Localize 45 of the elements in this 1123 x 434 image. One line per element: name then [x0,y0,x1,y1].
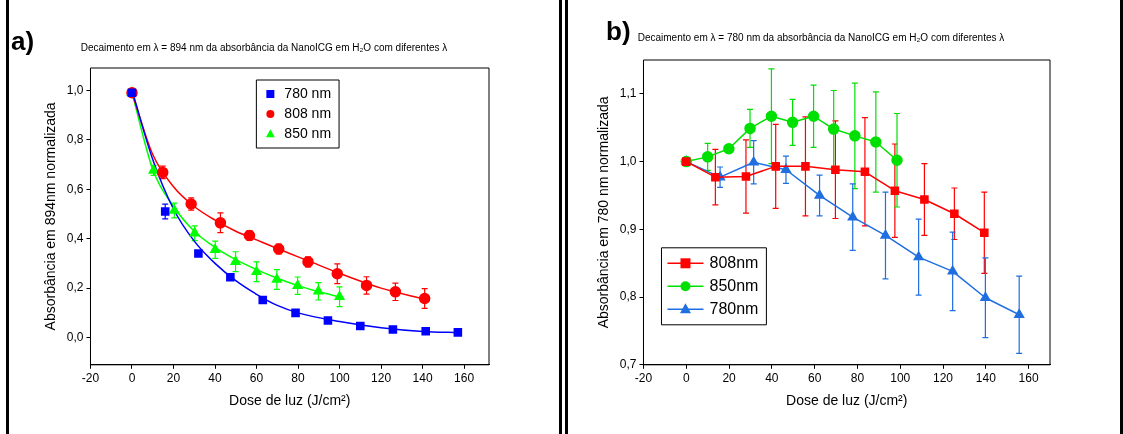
chart-title: Decaimento em λ = 780 nm da absorbância da NanoICG em H₂O com diferentes λ [637,31,1005,43]
legend-label: 850nm [709,276,759,294]
x-tick-label: 80 [291,371,306,386]
y-tick-label: 0,9 [619,221,637,236]
x-tick-label: 120 [371,371,392,386]
x-axis-title: Dose de luz (J/cm²) [786,392,908,409]
y-tick-label: 0,0 [66,329,84,344]
y-tick-label: 0,7 [619,357,637,372]
y-tick-label: 0,8 [619,289,637,304]
x-tick-label: 20 [722,371,737,386]
y-axis-title: Absorbância em 894nm normalizada [42,102,59,331]
legend-label: 808nm [709,253,759,271]
x-tick-label: 100 [890,371,911,386]
y-tick-label: 1,0 [619,153,637,168]
x-tick-label: 120 [933,371,954,386]
x-tick-label: 20 [166,371,181,386]
x-tick-label: 140 [975,371,997,386]
x-tick-label: 140 [412,371,433,386]
x-tick-label: 160 [1018,371,1039,386]
x-tick-label: 60 [249,371,264,386]
text: a) [11,26,35,57]
chart-title: Decaimento em λ = 894 nm da absorbância da NanoICG em H₂O com diferentes λ [80,41,448,53]
x-tick-label: 0 [128,371,136,386]
x-tick-label: 40 [765,371,779,386]
x-tick-label: 0 [682,371,690,386]
y-tick-label: 1,1 [619,86,637,101]
legend-label: 780nm [709,299,759,317]
x-tick-label: -20 [81,371,100,386]
x-tick-label: 80 [850,371,865,386]
legend-label: 780 nm [284,84,332,101]
x-tick-label: 40 [208,371,223,386]
y-tick-label: 1,0 [66,82,84,97]
x-axis-title: Dose de luz (J/cm²) [229,392,351,409]
x-tick-label: 160 [454,371,475,386]
y-tick-label: 0,4 [66,230,84,245]
x-tick-label: 100 [329,371,350,386]
text: b) [606,16,631,47]
x-tick-label: 60 [807,371,822,386]
y-tick-label: 0,2 [66,280,84,295]
y-axis-title: Absorbância em 780 nm normalizada [595,96,612,329]
x-tick-label: -20 [634,371,653,386]
y-tick-label: 0,6 [66,181,84,196]
legend-label: 808 nm [284,104,332,121]
legend-label: 850 nm [284,124,332,141]
y-tick-label: 0,8 [66,132,84,147]
